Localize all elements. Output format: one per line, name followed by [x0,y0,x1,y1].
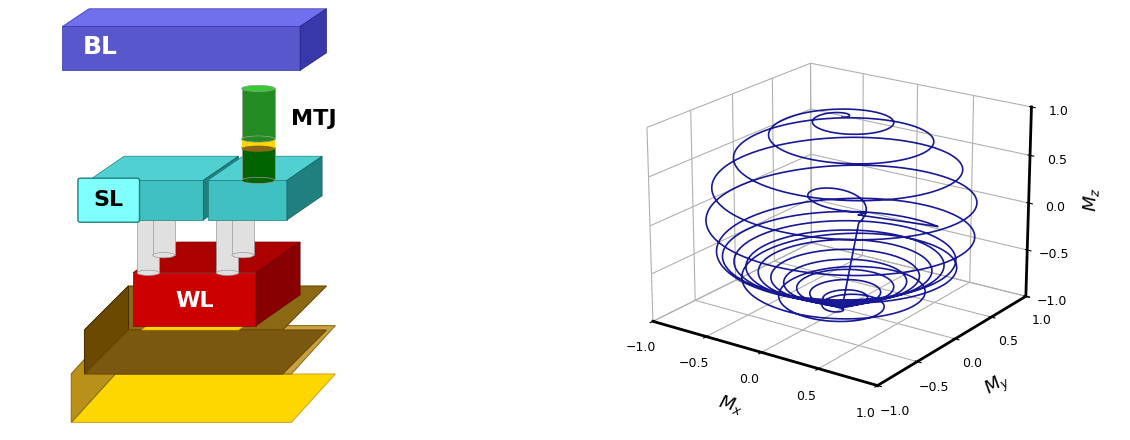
Bar [217,216,238,273]
Bar [232,211,254,255]
Text: BL: BL [82,35,118,59]
Polygon shape [71,326,336,374]
Polygon shape [208,156,322,180]
Bar [138,216,159,273]
Ellipse shape [217,213,238,218]
Bar [242,88,275,139]
Ellipse shape [153,253,175,258]
Polygon shape [141,304,273,330]
Bar [242,139,275,149]
Ellipse shape [217,270,238,275]
Polygon shape [89,156,238,180]
FancyBboxPatch shape [78,178,139,222]
Polygon shape [85,330,327,374]
Bar [242,147,275,180]
Ellipse shape [242,146,275,152]
Y-axis label: $M_y$: $M_y$ [981,369,1015,402]
Polygon shape [71,326,115,422]
Ellipse shape [232,209,254,214]
Polygon shape [203,156,238,220]
Ellipse shape [242,136,275,142]
Polygon shape [301,9,327,70]
Ellipse shape [232,253,254,258]
Polygon shape [133,273,257,326]
Polygon shape [85,286,327,330]
Polygon shape [89,180,203,220]
Polygon shape [257,242,301,326]
Ellipse shape [153,209,175,214]
Polygon shape [287,156,322,220]
Polygon shape [85,286,129,374]
Polygon shape [208,180,287,220]
Polygon shape [62,9,327,26]
Ellipse shape [138,213,159,218]
Bar [153,211,175,255]
X-axis label: $M_x$: $M_x$ [716,392,746,418]
Ellipse shape [242,85,275,92]
Polygon shape [71,374,336,422]
Ellipse shape [138,270,159,275]
Polygon shape [133,242,301,273]
Ellipse shape [242,136,275,142]
Text: SL: SL [94,190,124,210]
Text: WL: WL [175,291,214,312]
Text: MTJ: MTJ [292,109,337,129]
Ellipse shape [242,144,275,150]
Polygon shape [62,26,301,70]
Ellipse shape [242,177,275,183]
